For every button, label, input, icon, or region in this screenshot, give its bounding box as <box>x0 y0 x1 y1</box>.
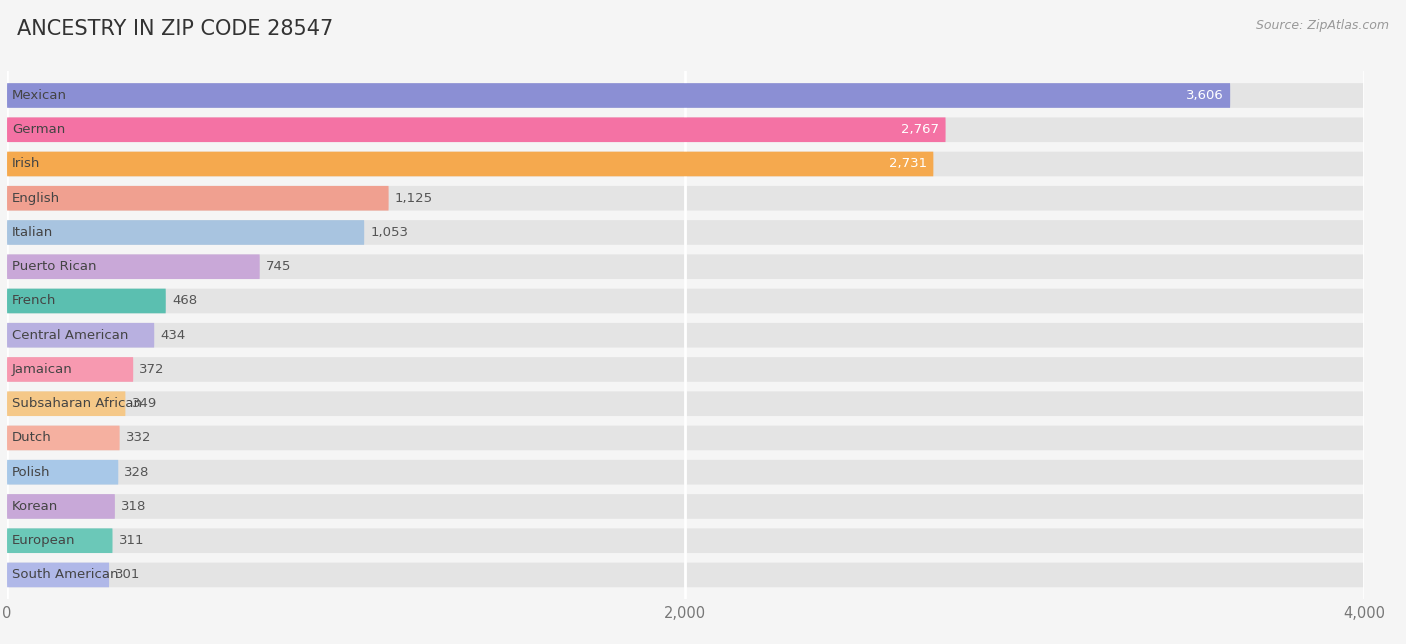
Text: South American: South American <box>13 569 118 582</box>
FancyBboxPatch shape <box>7 151 934 176</box>
Text: Puerto Rican: Puerto Rican <box>13 260 97 273</box>
Text: French: French <box>13 294 56 307</box>
FancyBboxPatch shape <box>7 117 1364 142</box>
FancyBboxPatch shape <box>7 460 118 484</box>
FancyBboxPatch shape <box>7 220 364 245</box>
FancyBboxPatch shape <box>7 186 1364 211</box>
FancyBboxPatch shape <box>7 563 1364 587</box>
Text: Dutch: Dutch <box>13 431 52 444</box>
FancyBboxPatch shape <box>7 494 1364 519</box>
Text: Source: ZipAtlas.com: Source: ZipAtlas.com <box>1256 19 1389 32</box>
Text: 349: 349 <box>132 397 156 410</box>
FancyBboxPatch shape <box>7 426 120 450</box>
Text: Central American: Central American <box>13 328 128 342</box>
Text: Jamaican: Jamaican <box>13 363 73 376</box>
FancyBboxPatch shape <box>7 563 110 587</box>
FancyBboxPatch shape <box>7 392 1364 416</box>
FancyBboxPatch shape <box>7 426 1364 450</box>
FancyBboxPatch shape <box>7 392 125 416</box>
Text: 468: 468 <box>172 294 197 307</box>
FancyBboxPatch shape <box>7 186 388 211</box>
FancyBboxPatch shape <box>7 289 166 313</box>
Text: 328: 328 <box>124 466 150 478</box>
FancyBboxPatch shape <box>7 528 112 553</box>
FancyBboxPatch shape <box>7 494 115 519</box>
Text: 745: 745 <box>266 260 291 273</box>
FancyBboxPatch shape <box>7 323 1364 348</box>
Text: 311: 311 <box>118 535 145 547</box>
Text: 1,125: 1,125 <box>395 192 433 205</box>
Text: 372: 372 <box>139 363 165 376</box>
Text: 1,053: 1,053 <box>370 226 408 239</box>
FancyBboxPatch shape <box>7 254 1364 279</box>
FancyBboxPatch shape <box>7 83 1364 108</box>
FancyBboxPatch shape <box>7 151 1364 176</box>
Text: German: German <box>13 123 65 137</box>
FancyBboxPatch shape <box>7 460 1364 484</box>
FancyBboxPatch shape <box>7 117 946 142</box>
Text: 318: 318 <box>121 500 146 513</box>
Text: Korean: Korean <box>13 500 59 513</box>
Text: ANCESTRY IN ZIP CODE 28547: ANCESTRY IN ZIP CODE 28547 <box>17 19 333 39</box>
Text: Mexican: Mexican <box>13 89 67 102</box>
Text: 434: 434 <box>160 328 186 342</box>
Text: Polish: Polish <box>13 466 51 478</box>
FancyBboxPatch shape <box>7 220 1364 245</box>
FancyBboxPatch shape <box>7 254 260 279</box>
FancyBboxPatch shape <box>7 323 155 348</box>
Text: European: European <box>13 535 76 547</box>
Text: 301: 301 <box>115 569 141 582</box>
Text: Italian: Italian <box>13 226 53 239</box>
Text: 2,731: 2,731 <box>889 158 928 171</box>
FancyBboxPatch shape <box>7 357 1364 382</box>
Text: 332: 332 <box>125 431 152 444</box>
FancyBboxPatch shape <box>7 357 134 382</box>
Text: English: English <box>13 192 60 205</box>
FancyBboxPatch shape <box>7 528 1364 553</box>
Text: 3,606: 3,606 <box>1187 89 1225 102</box>
Text: Irish: Irish <box>13 158 41 171</box>
FancyBboxPatch shape <box>7 289 1364 313</box>
Text: 2,767: 2,767 <box>901 123 939 137</box>
Text: Subsaharan African: Subsaharan African <box>13 397 142 410</box>
FancyBboxPatch shape <box>7 83 1230 108</box>
